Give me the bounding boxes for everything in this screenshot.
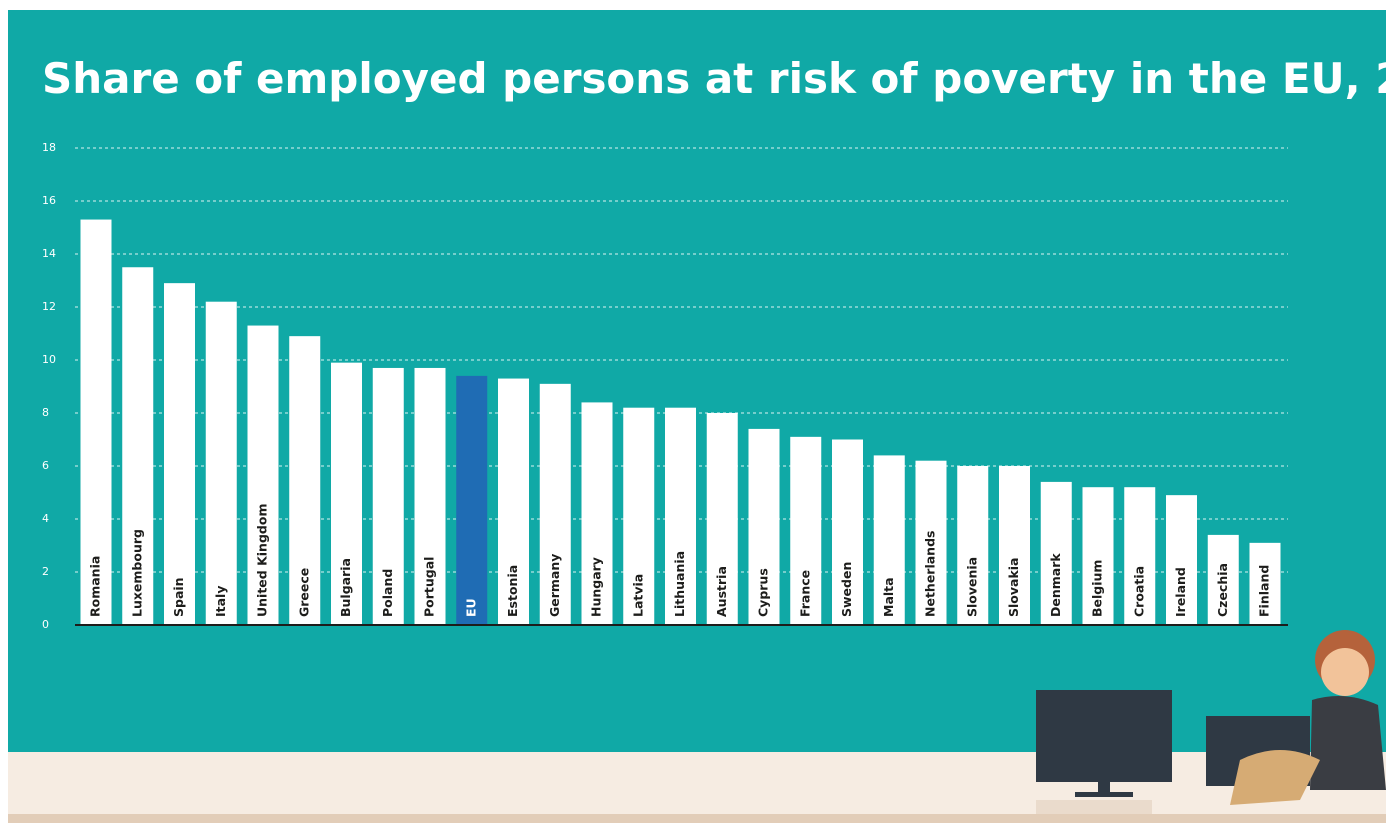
category-label: Slovenia xyxy=(964,557,979,617)
category-label: Malta xyxy=(881,577,896,617)
category-label: Luxembourg xyxy=(129,529,144,617)
person-face xyxy=(1321,648,1369,696)
bar xyxy=(80,219,112,626)
bar xyxy=(623,407,655,625)
bar xyxy=(832,439,863,625)
bar xyxy=(372,367,404,625)
category-label: Cyprus xyxy=(756,568,771,617)
bar xyxy=(581,402,613,625)
category-label: Sweden xyxy=(839,562,854,617)
bar xyxy=(665,407,696,625)
bar xyxy=(1249,542,1281,625)
y-tick-label: 10 xyxy=(42,353,56,366)
category-label: Denmark xyxy=(1048,553,1063,617)
y-tick-label: 2 xyxy=(42,565,49,578)
category-label: Italy xyxy=(213,586,228,618)
monitor-stand xyxy=(1098,782,1110,794)
bar xyxy=(331,362,362,625)
category-label: Estonia xyxy=(505,565,520,617)
category-label: Romania xyxy=(88,556,103,617)
bar xyxy=(1082,487,1114,625)
bar xyxy=(289,336,321,625)
bar xyxy=(164,283,195,625)
y-tick-label: 14 xyxy=(42,247,56,260)
y-tick-label: 18 xyxy=(42,141,56,154)
illustration xyxy=(1036,630,1386,814)
bar xyxy=(999,466,1030,625)
category-label: Slovakia xyxy=(1006,558,1021,618)
category-label: Lithuania xyxy=(672,551,687,617)
bar xyxy=(1124,487,1156,625)
category-label: United Kingdom xyxy=(255,504,270,617)
category-label: France xyxy=(797,570,812,617)
bar xyxy=(748,428,780,625)
bar xyxy=(915,460,947,625)
bar xyxy=(957,466,989,625)
y-tick-label: 6 xyxy=(42,459,49,472)
bar xyxy=(456,375,488,625)
y-tick-label: 0 xyxy=(42,618,49,631)
bar xyxy=(873,455,905,625)
bar xyxy=(498,378,529,625)
box xyxy=(1036,800,1152,814)
category-label: Portugal xyxy=(422,557,437,617)
bar xyxy=(205,301,237,625)
y-tick-label: 12 xyxy=(42,300,56,313)
y-tick-label: 16 xyxy=(42,194,56,207)
bar xyxy=(1166,495,1197,625)
bar xyxy=(122,267,154,625)
monitor-base xyxy=(1075,792,1133,797)
category-label: Austria xyxy=(714,566,729,617)
category-label: Czechia xyxy=(1215,563,1230,617)
category-label: Croatia xyxy=(1131,566,1146,617)
category-label: EU xyxy=(463,598,478,617)
category-label: Netherlands xyxy=(923,531,938,617)
plot: 0 2 4 6 8 10 12 14 16 18 Romania Luxembourg Spain Ita… xyxy=(42,141,1288,631)
bar xyxy=(1040,481,1072,625)
category-label: Spain xyxy=(171,577,186,617)
category-label: Germany xyxy=(547,554,562,617)
background xyxy=(8,10,1386,752)
category-label: Poland xyxy=(380,569,395,617)
y-tick-label: 4 xyxy=(42,512,49,525)
bar xyxy=(414,367,446,625)
bar xyxy=(1207,534,1239,625)
category-label: Ireland xyxy=(1173,567,1188,617)
floor xyxy=(8,752,1386,814)
bar xyxy=(539,383,571,625)
person-legs xyxy=(1230,750,1320,805)
chart-title: Share of employed persons at risk of pov… xyxy=(42,54,1386,103)
bar xyxy=(247,325,279,625)
category-label: Belgium xyxy=(1090,560,1105,617)
category-label: Bulgaria xyxy=(338,558,353,617)
person-body xyxy=(1310,696,1386,790)
bar xyxy=(790,436,822,625)
bar xyxy=(706,413,738,625)
category-label: Greece xyxy=(296,568,311,617)
category-label: Latvia xyxy=(630,574,645,617)
category-label: Finland xyxy=(1257,565,1272,617)
category-label: Hungary xyxy=(589,557,604,617)
floor-edge xyxy=(8,814,1386,823)
monitor xyxy=(1036,690,1172,782)
y-tick-label: 8 xyxy=(42,406,49,419)
